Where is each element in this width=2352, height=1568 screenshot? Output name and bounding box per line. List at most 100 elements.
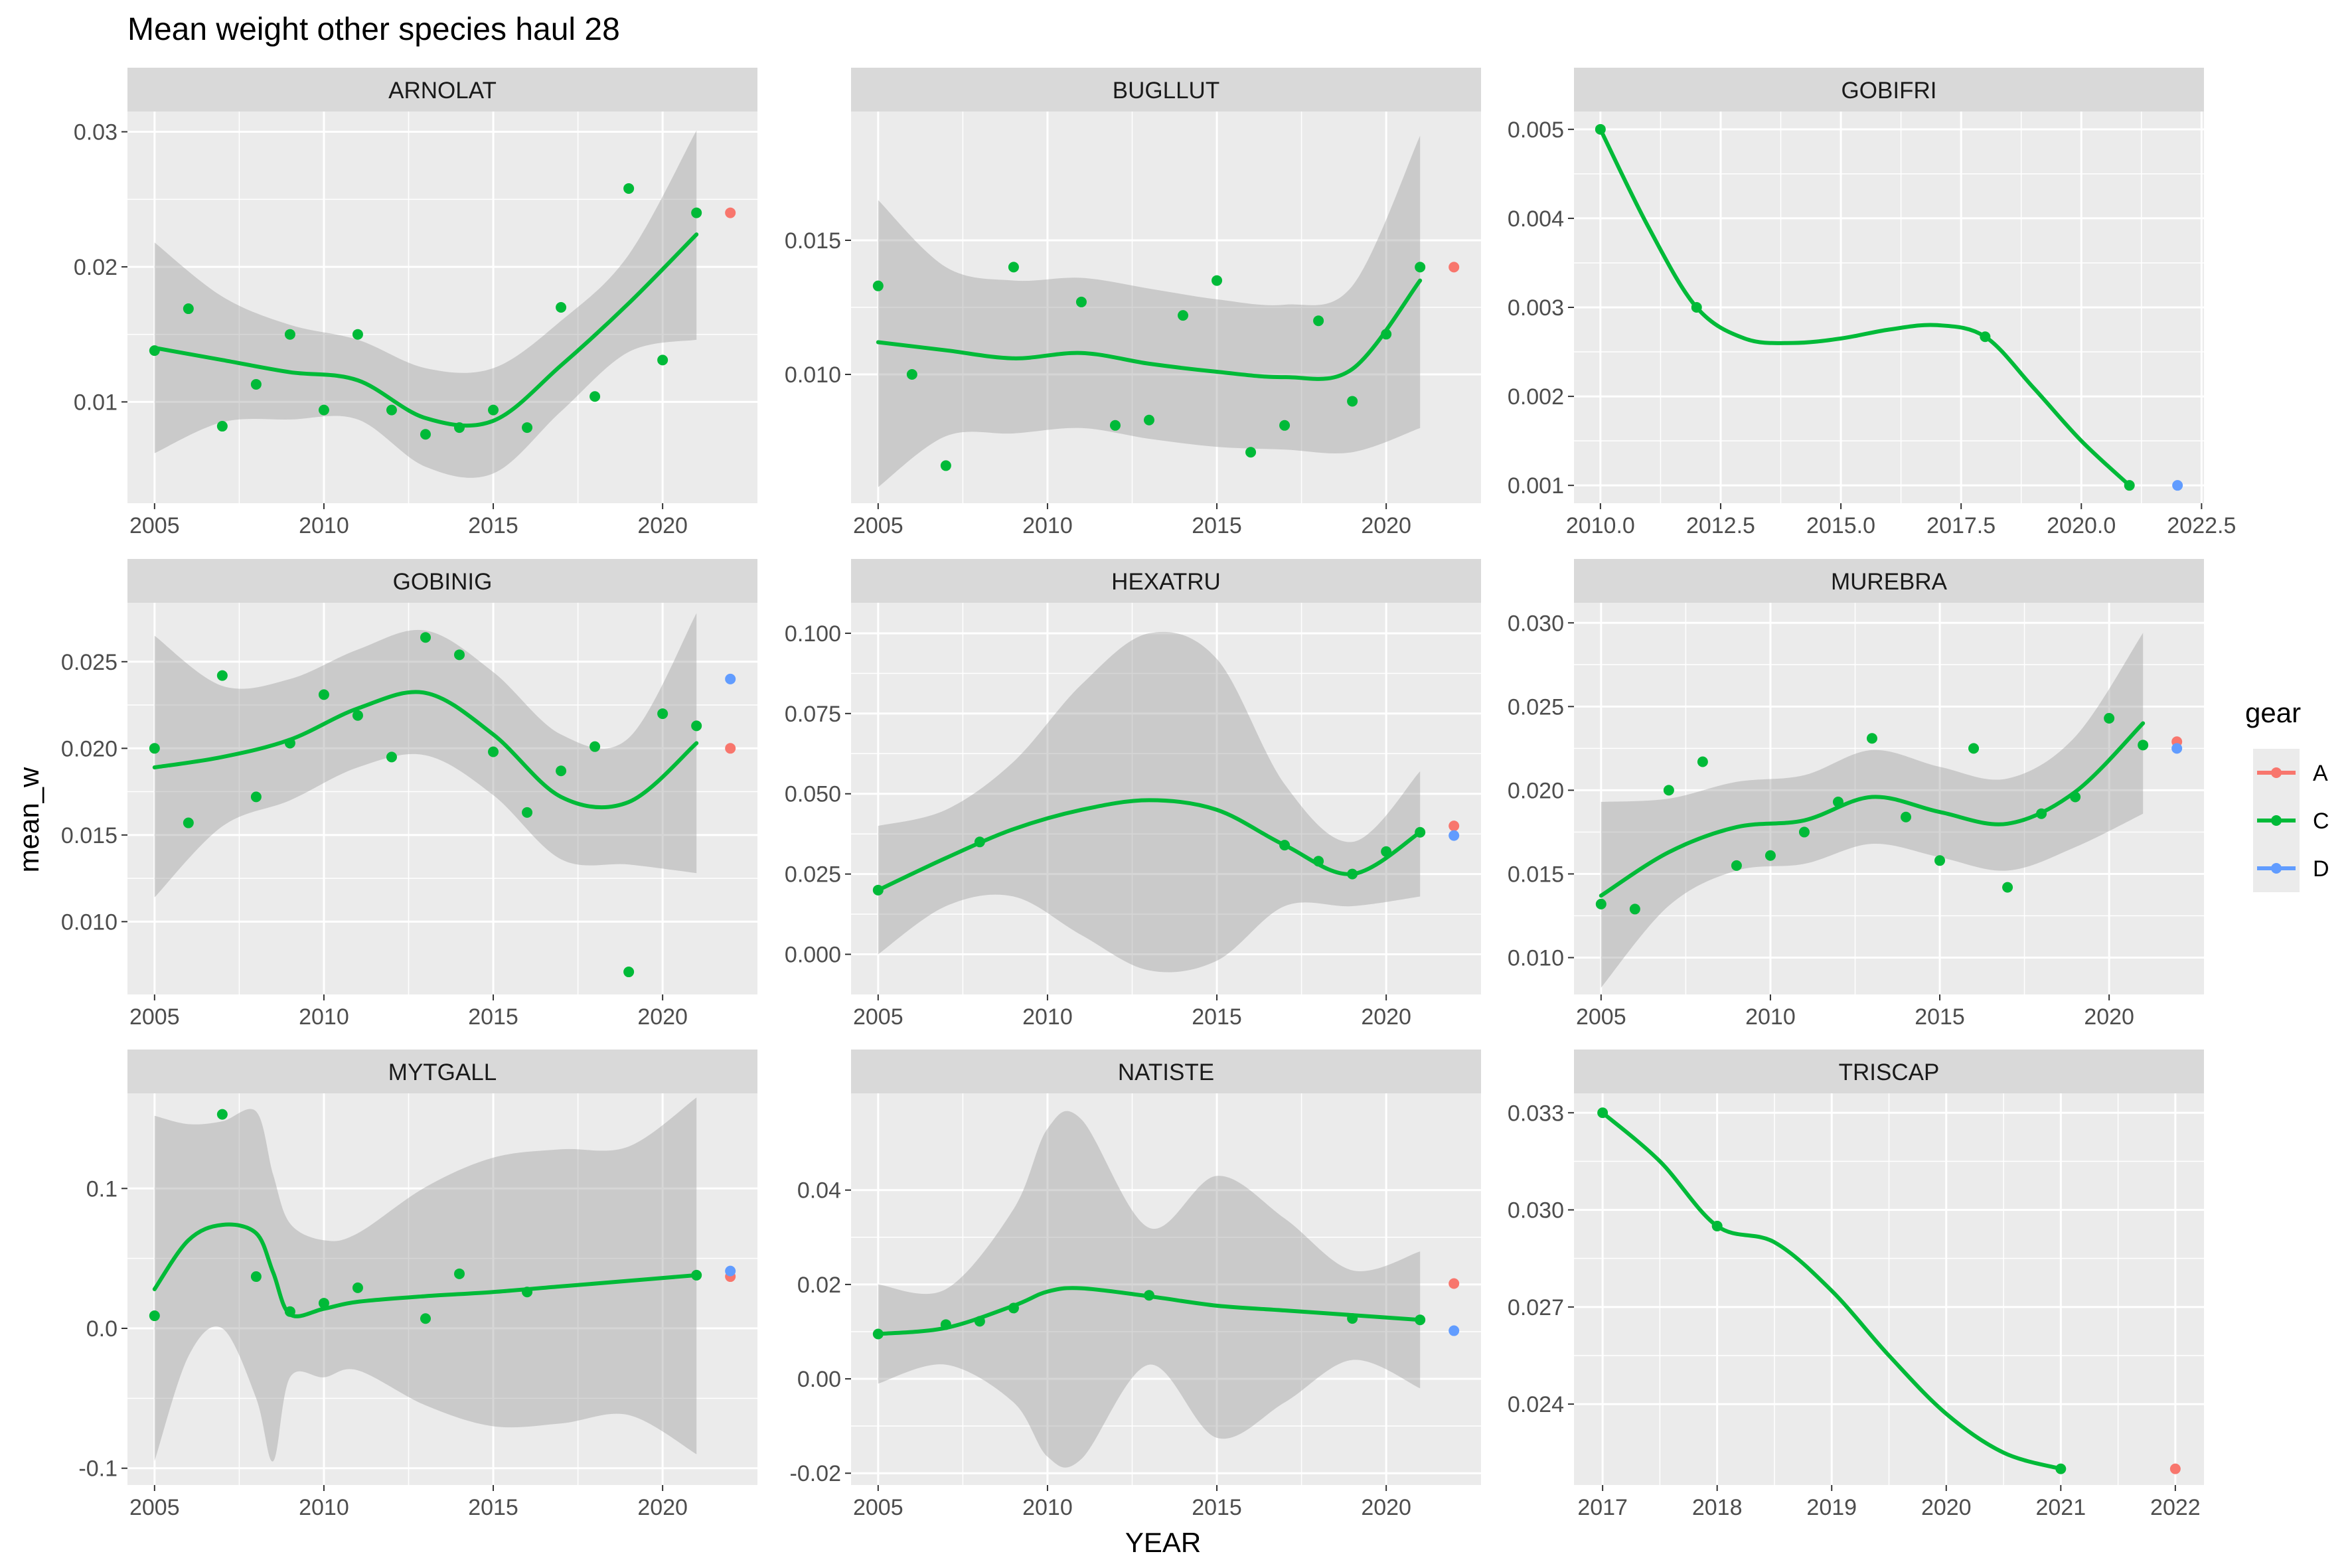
data-point-gear-c [522, 422, 533, 433]
data-point-gear-a [2169, 1463, 2181, 1474]
x-tick-label: 2010 [1022, 1004, 1073, 1030]
data-point-gear-d [2171, 743, 2183, 754]
x-tick-label: 2005 [853, 1004, 903, 1030]
data-point-gear-c [1313, 315, 1324, 327]
data-point-gear-c [1347, 396, 1358, 407]
data-point-gear-c [623, 183, 635, 194]
data-point-gear-c [1595, 898, 1607, 909]
y-tick-label: 0.010 [785, 362, 841, 388]
y-tick-label: 0.001 [1508, 473, 1564, 499]
smooth-line [1599, 721, 2146, 898]
panel-strip-label: GOBINIG [393, 569, 493, 595]
panel-strip [127, 1050, 757, 1093]
data-point-gear-c [488, 404, 499, 416]
panel-strip [1574, 1050, 2204, 1093]
x-tick-label: 2005 [129, 1004, 180, 1030]
data-point-gear-c [1731, 860, 1742, 871]
smooth-line [1598, 127, 2132, 488]
data-point-gear-c [386, 404, 397, 416]
y-tick-label: 0.002 [1508, 384, 1564, 410]
data-point-gear-c [420, 632, 431, 643]
x-tick-label: 2020 [1361, 1495, 1411, 1520]
data-point-gear-c [589, 741, 601, 752]
data-point-gear-c [1866, 733, 1877, 744]
data-point-gear-a [1449, 821, 1460, 832]
smooth-line [876, 798, 1423, 892]
data-point-gear-d [725, 673, 736, 684]
legend-label-c: C [2313, 809, 2329, 834]
data-point-gear-c [1415, 262, 1426, 273]
data-point-gear-c [1178, 310, 1189, 321]
panel-strip-label: MUREBRA [1831, 569, 1948, 595]
legend-key-point [2271, 815, 2282, 826]
x-tick-label: 2015 [1192, 1495, 1242, 1520]
panel-strip [851, 1050, 1481, 1093]
data-point-gear-c [454, 1268, 465, 1279]
panel-bugllut: BUGLLUT 2005 2010 2015 2020 0.010 0.015 [785, 68, 1481, 538]
panel-gobifri: GOBIFRI 2010.0 2012.5 2015.0 2017.5 2020.0 202… [1508, 68, 2236, 538]
data-point-gear-c [2104, 712, 2115, 724]
data-point-gear-c [1901, 811, 1912, 823]
x-tick-label: 2020 [637, 513, 688, 538]
legend-key-point [2271, 863, 2282, 874]
panel-grid [1574, 1093, 2204, 1485]
x-tick-label: 2022.5 [2167, 513, 2236, 538]
legend-title: gear [2245, 697, 2301, 728]
y-tick-label: -0.1 [78, 1456, 118, 1482]
data-point-gear-c [250, 1271, 262, 1283]
x-tick-label: 2010 [1022, 1495, 1073, 1520]
x-tick-label: 2017.5 [1926, 513, 1996, 538]
data-point-gear-c [149, 1310, 160, 1322]
y-tick-label: 0.010 [1508, 946, 1564, 971]
data-point-gear-c [940, 460, 951, 471]
data-point-gear-c [589, 391, 601, 402]
x-tick-label: 2005 [853, 1495, 903, 1520]
panel-strip [127, 559, 757, 603]
data-point-gear-a [725, 743, 736, 754]
y-tick-label: 0.00 [797, 1367, 841, 1392]
panel-strip [851, 68, 1481, 112]
confidence-ribbon [154, 613, 697, 898]
panel-mytgall: MYTGALL 2005 2010 2015 2020 -0.1 0.0 0.1 [78, 1050, 757, 1520]
y-tick-label: 0.1 [86, 1176, 118, 1202]
y-tick-label: 0.03 [74, 120, 118, 145]
data-point-gear-c [1663, 785, 1674, 796]
data-point-gear-c [420, 429, 431, 440]
panel-grid [851, 112, 1481, 503]
data-point-gear-c [149, 743, 160, 754]
data-point-gear-c [1968, 743, 1980, 754]
data-point-gear-c [318, 689, 329, 700]
panel-background [127, 112, 757, 503]
x-tick-label: 2020 [637, 1495, 688, 1520]
data-point-gear-c [2002, 882, 2013, 893]
panel-background [127, 603, 757, 994]
data-point-gear-c [691, 207, 702, 218]
smooth-line [876, 1286, 1423, 1336]
y-tick-label: 0.000 [785, 943, 841, 968]
data-point-gear-c [1109, 420, 1121, 431]
data-point-gear-a [1449, 262, 1460, 273]
x-tick-label: 2020 [1921, 1495, 1972, 1520]
data-point-gear-c [216, 670, 228, 681]
data-point-gear-c [216, 1109, 228, 1120]
y-tick-label: 0.015 [61, 823, 118, 848]
data-point-gear-c [386, 751, 397, 763]
data-point-gear-c [872, 280, 884, 291]
y-tick-label: -0.02 [790, 1461, 842, 1486]
smooth-line [152, 690, 699, 810]
y-tick-label: 0.005 [1508, 118, 1564, 143]
panel-strip [851, 559, 1481, 603]
panel-background [127, 1093, 757, 1485]
x-axis-title: YEAR [1125, 1527, 1201, 1558]
data-point-gear-d [1449, 830, 1460, 841]
confidence-ribbon [878, 1111, 1421, 1468]
y-tick-label: 0.020 [61, 736, 118, 761]
x-tick-label: 2005 [853, 513, 903, 538]
data-point-gear-c [2138, 740, 2149, 751]
data-point-gear-c [691, 720, 702, 732]
x-tick-label: 2020 [2084, 1004, 2134, 1030]
x-tick-label: 2015.0 [1806, 513, 1875, 538]
confidence-ribbon [878, 135, 1421, 487]
data-point-gear-c [1697, 756, 1708, 767]
